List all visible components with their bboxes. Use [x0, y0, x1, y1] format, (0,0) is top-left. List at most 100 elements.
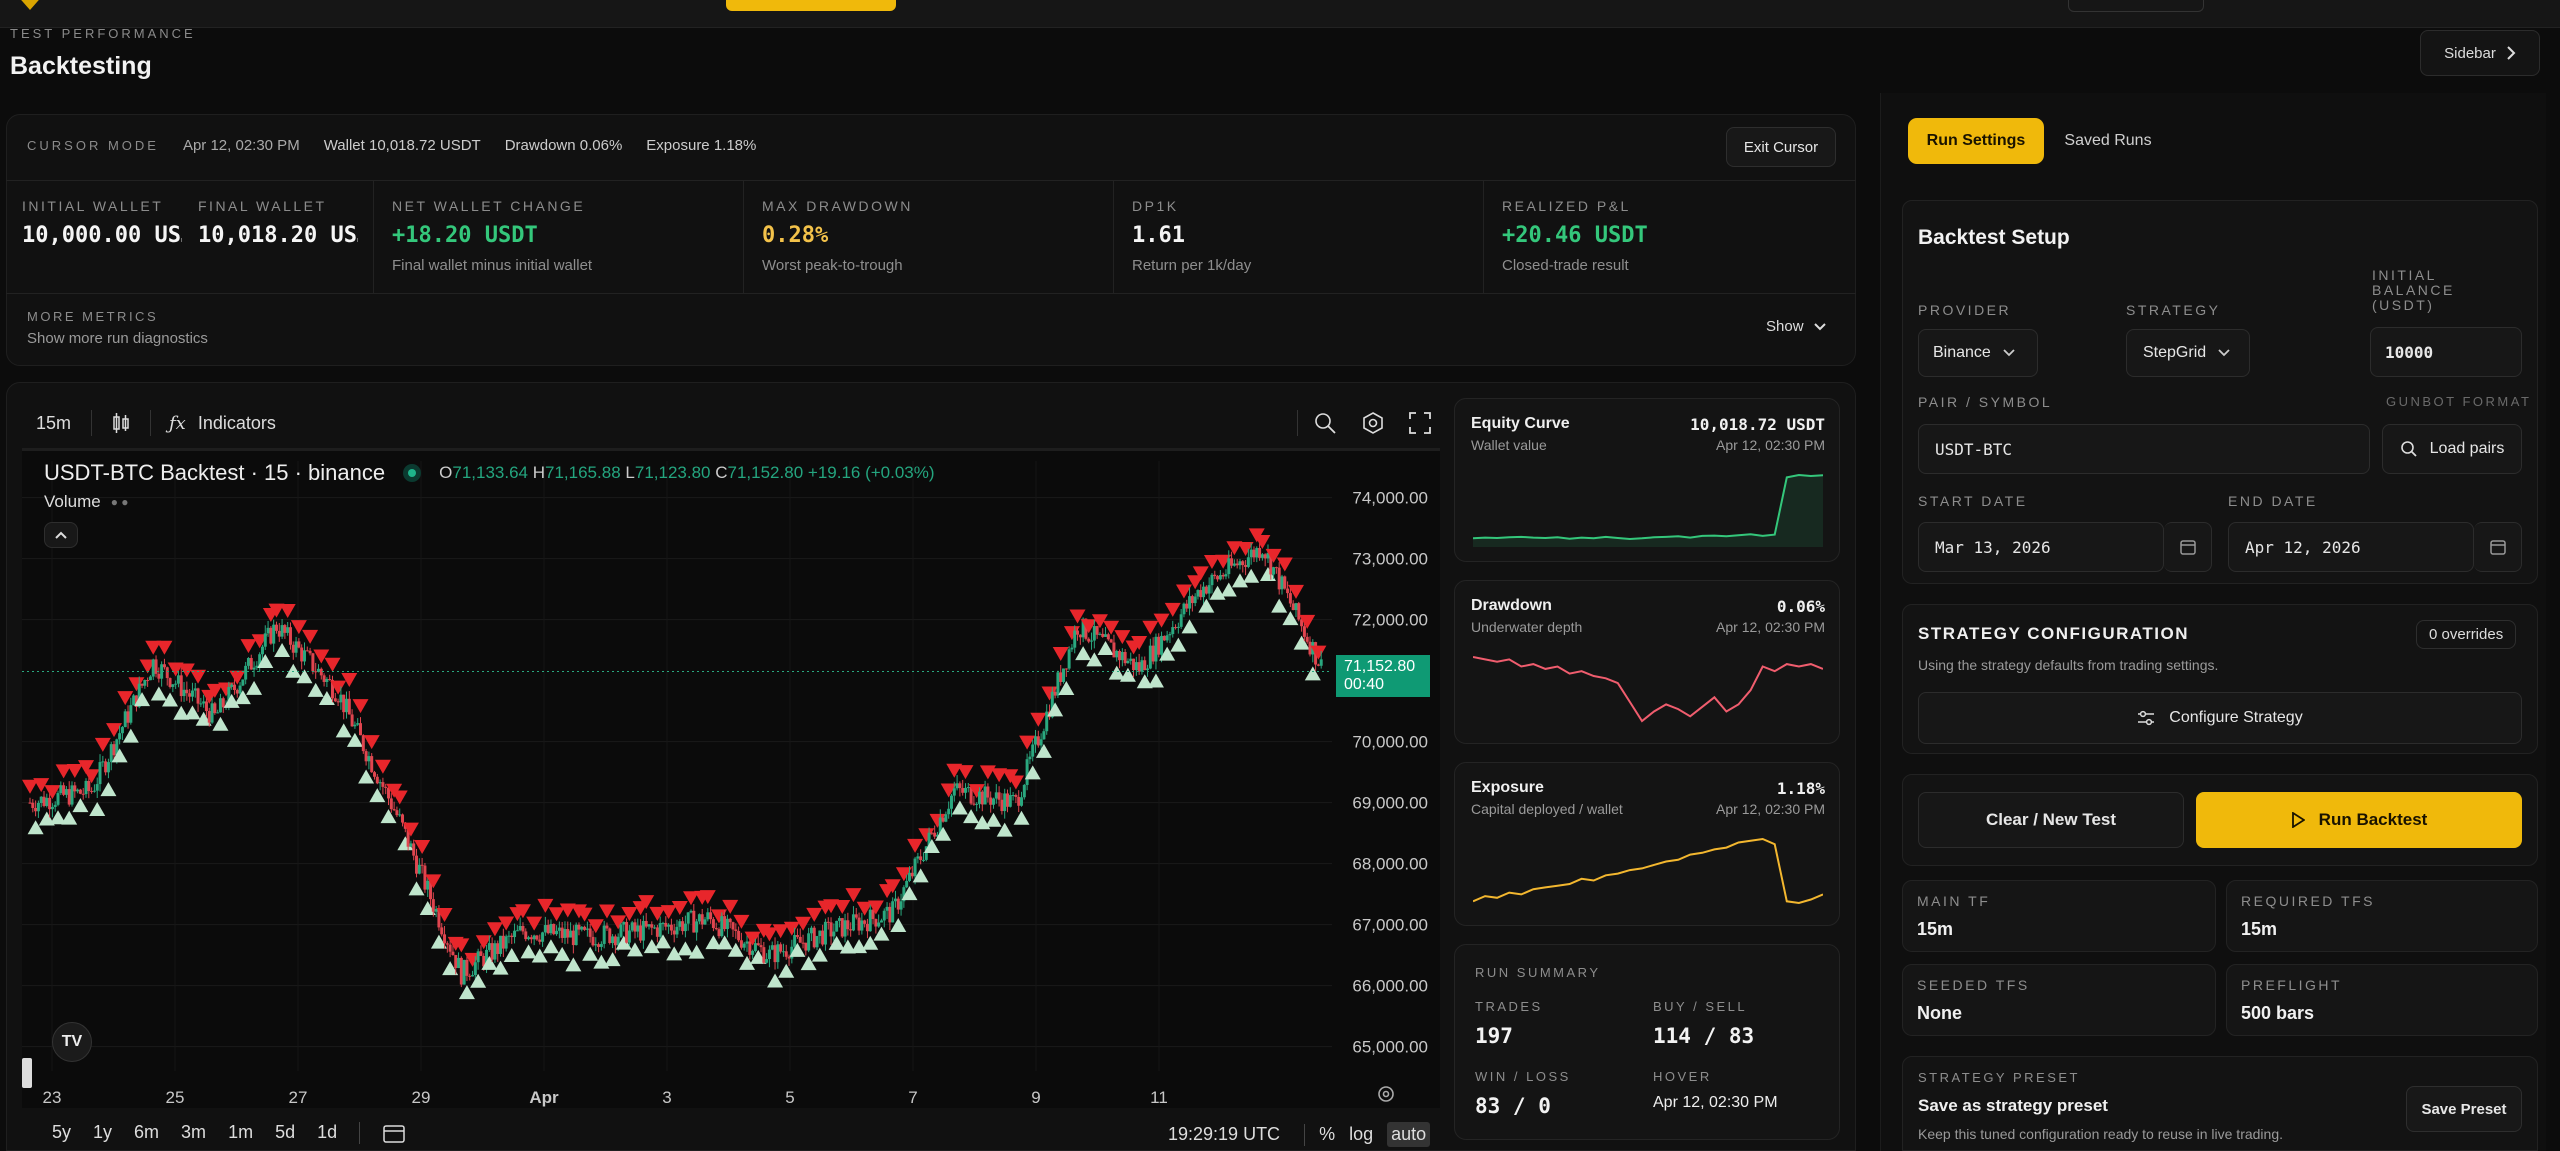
range-6m[interactable]: 6m	[134, 1122, 160, 1142]
candle-body	[916, 856, 920, 859]
exit-cursor-button[interactable]: Exit Cursor	[1726, 127, 1836, 167]
candle-body	[885, 906, 889, 911]
max-drawdown-sub: Worst peak-to-trough	[762, 257, 903, 274]
run-summary-card: RUN SUMMARY TRADES 197 BUY / SELL 114 / …	[1454, 944, 1840, 1140]
sell-marker	[94, 737, 111, 752]
buy-marker	[234, 690, 251, 705]
candle-body	[1227, 558, 1231, 575]
price-chart-canvas[interactable]: 74,000.00 73,000.00 72,000.00 70,000.00 69,0…	[22, 451, 1440, 1111]
buy-marker	[1035, 743, 1052, 758]
side-drawer-handle[interactable]	[22, 1058, 32, 1088]
seeded-tfs-value: None	[1917, 1003, 1962, 1023]
trades-label: TRADES	[1475, 999, 1543, 1014]
candle-body	[543, 925, 547, 933]
range-1d[interactable]: 1d	[317, 1122, 338, 1142]
required-tfs-label: REQUIRED TFS	[2241, 893, 2375, 909]
candle-body	[1188, 596, 1192, 609]
sell-marker	[156, 640, 173, 655]
range-5y[interactable]: 5y	[52, 1122, 72, 1142]
auto-toggle[interactable]: auto	[1387, 1122, 1431, 1147]
candle-body	[1218, 574, 1222, 580]
indicators-button[interactable]: Indicators	[197, 412, 276, 433]
percent-toggle[interactable]: %	[1319, 1124, 1336, 1144]
candle-body	[389, 798, 393, 810]
fullscreen-icon[interactable]	[1408, 411, 1432, 435]
x-tick-label: 5	[785, 1088, 794, 1107]
more-dots-icon[interactable]: ● ●	[110, 495, 129, 509]
top-secondary-button[interactable]	[2068, 0, 2204, 12]
realized-pnl-value: +20.46 USDT	[1502, 223, 1648, 248]
candle-body	[179, 675, 183, 697]
candle-body	[1300, 619, 1304, 627]
candle-body	[1137, 662, 1141, 672]
equity-sparkline[interactable]	[1473, 467, 1823, 547]
configure-strategy-button[interactable]: Configure Strategy	[1918, 692, 2522, 744]
candle-body	[765, 959, 769, 963]
candle-body	[709, 912, 713, 920]
candle-body	[176, 675, 180, 684]
sell-marker	[795, 916, 812, 931]
range-3m[interactable]: 3m	[181, 1122, 207, 1142]
candle-body	[597, 944, 601, 947]
provider-select[interactable]: Binance	[1918, 329, 2038, 377]
collapse-legend-button[interactable]	[44, 522, 78, 548]
buy-marker	[1259, 567, 1276, 582]
candle-body	[580, 926, 584, 930]
sidebar-toggle-button[interactable]: Sidebar	[2420, 30, 2540, 76]
pair-input[interactable]: USDT-BTC	[1918, 424, 2370, 474]
tab-saved-runs[interactable]: Saved Runs	[2064, 132, 2152, 149]
candle-body	[821, 930, 825, 945]
candle-body	[686, 912, 690, 924]
candles-icon[interactable]	[110, 412, 132, 434]
range-1y[interactable]: 1y	[93, 1122, 113, 1142]
chart-settings-icon[interactable]	[1376, 1084, 1396, 1104]
tab-run-settings[interactable]: Run Settings	[1908, 118, 2044, 164]
log-toggle[interactable]: log	[1349, 1124, 1374, 1144]
candle-body	[440, 927, 444, 935]
candle-body	[1129, 658, 1133, 661]
candle-body	[801, 942, 805, 944]
x-tick-label: 7	[908, 1088, 917, 1107]
candle-body	[790, 946, 794, 959]
clear-new-test-button[interactable]: Clear / New Test	[1918, 792, 2184, 848]
buy-marker	[677, 941, 694, 956]
sell-marker	[1276, 557, 1293, 572]
show-metrics-toggle[interactable]: Show	[1766, 318, 1826, 335]
top-primary-button[interactable]	[726, 0, 896, 11]
interval-button[interactable]: 15m	[36, 412, 72, 433]
sell-marker	[1192, 566, 1209, 581]
strategy-select[interactable]: StepGrid	[2126, 329, 2250, 377]
candle-body	[1241, 561, 1245, 566]
range-1m[interactable]: 1m	[228, 1122, 254, 1142]
save-preset-button[interactable]: Save Preset	[2406, 1086, 2522, 1132]
candle-body	[1308, 641, 1312, 655]
candle-body	[1134, 662, 1138, 671]
start-date-input[interactable]: Mar 13, 2026	[1918, 522, 2164, 572]
range-5d[interactable]: 5d	[275, 1122, 296, 1142]
exposure-sparkline[interactable]	[1473, 831, 1823, 911]
candle-body	[1258, 547, 1262, 558]
end-date-picker[interactable]	[2474, 522, 2522, 572]
buy-marker	[716, 935, 733, 950]
zoom-search-icon[interactable]	[1312, 410, 1338, 436]
candle-body	[1221, 574, 1225, 577]
load-pairs-button[interactable]: Load pairs	[2382, 424, 2522, 474]
price-chart[interactable]: 74,000.00 73,000.00 72,000.00 70,000.00 69,0…	[22, 448, 1440, 1108]
candle-body	[1148, 645, 1152, 669]
initial-balance-input[interactable]: 10000	[2370, 327, 2522, 377]
run-backtest-button[interactable]: Run Backtest	[2196, 792, 2522, 848]
end-date-input[interactable]: Apr 12, 2026	[2228, 522, 2474, 572]
drawdown-sparkline[interactable]	[1473, 649, 1823, 729]
date-range-icon[interactable]	[382, 1122, 406, 1144]
net-change-sub: Final wallet minus initial wallet	[392, 257, 593, 274]
start-date-picker[interactable]	[2164, 522, 2212, 572]
settings-icon[interactable]	[1360, 410, 1386, 436]
candle-body	[809, 927, 813, 934]
tradingview-logo-icon[interactable]: TV	[52, 1022, 92, 1062]
x-tick-label: 29	[412, 1088, 431, 1107]
buy-marker	[615, 935, 632, 950]
candle-body	[305, 650, 309, 652]
candle-body	[893, 898, 897, 902]
indicators-icon: ƒx	[169, 412, 186, 434]
x-tick-label: 9	[1031, 1088, 1040, 1107]
